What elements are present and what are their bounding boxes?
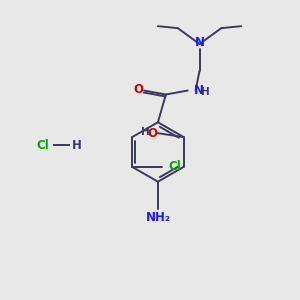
Text: O: O: [133, 83, 143, 96]
Text: O: O: [147, 127, 157, 140]
Text: H: H: [200, 86, 209, 97]
Text: N: N: [194, 84, 204, 97]
Text: Cl: Cl: [37, 139, 50, 152]
Text: H: H: [72, 139, 82, 152]
Text: N: N: [194, 35, 205, 49]
Text: NH₂: NH₂: [146, 211, 170, 224]
Text: H: H: [141, 127, 149, 137]
Text: Cl: Cl: [169, 160, 182, 173]
